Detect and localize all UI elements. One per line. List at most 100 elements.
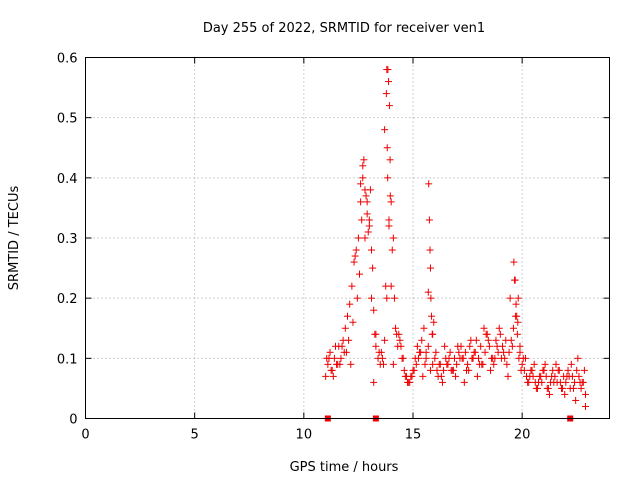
x-tick-label: 20	[514, 428, 531, 443]
data-point	[401, 372, 409, 380]
data-point	[419, 372, 427, 380]
data-point	[497, 354, 505, 362]
data-point	[466, 342, 474, 350]
data-point	[513, 312, 521, 320]
data-point	[385, 78, 393, 86]
data-point	[477, 342, 485, 350]
data-point	[563, 372, 571, 380]
data-point	[382, 90, 390, 98]
data-point	[485, 342, 493, 350]
x-tick-label: 15	[405, 428, 422, 443]
data-point	[381, 336, 389, 344]
data-point	[512, 300, 520, 308]
data-point	[377, 348, 385, 356]
data-point	[348, 282, 356, 290]
data-points	[322, 66, 589, 422]
data-point	[482, 330, 490, 338]
data-point	[539, 366, 547, 374]
data-point	[480, 324, 488, 332]
y-tick-label: 0	[69, 413, 77, 428]
data-point	[383, 66, 391, 74]
y-axis-label: SRMTID / TECUs	[7, 186, 22, 291]
data-point	[393, 330, 401, 338]
data-point	[541, 360, 549, 368]
data-point	[358, 216, 366, 224]
data-point	[461, 348, 469, 356]
data-point	[518, 360, 526, 368]
data-point	[426, 264, 434, 272]
data-point	[510, 258, 518, 266]
data-point	[509, 324, 517, 332]
data-point	[341, 324, 349, 332]
data-point	[478, 360, 486, 368]
data-point	[408, 372, 416, 380]
data-point	[396, 336, 404, 344]
data-point	[383, 294, 391, 302]
data-point	[424, 288, 432, 296]
data-point	[516, 342, 524, 350]
data-point	[438, 378, 446, 386]
data-point	[385, 222, 393, 230]
data-point	[370, 306, 378, 314]
data-point	[324, 360, 332, 368]
data-point	[425, 216, 433, 224]
data-point	[481, 348, 489, 356]
data-point	[349, 318, 357, 326]
data-point	[580, 366, 588, 374]
data-point	[414, 354, 422, 362]
data-point	[564, 366, 572, 374]
data-point	[354, 234, 362, 242]
data-point	[500, 348, 508, 356]
data-point	[496, 330, 504, 338]
data-point	[424, 342, 432, 350]
data-point	[368, 294, 376, 302]
data-point	[545, 390, 553, 398]
data-point	[344, 312, 351, 320]
y-tick-label: 0.1	[57, 352, 78, 367]
data-point	[577, 384, 585, 392]
data-point	[503, 360, 511, 368]
data-point	[511, 276, 519, 284]
data-point	[351, 252, 359, 260]
data-point	[447, 366, 455, 374]
data-point	[347, 360, 355, 368]
data-point	[352, 246, 360, 254]
data-point	[506, 294, 514, 302]
data-point	[572, 396, 580, 404]
data-point	[426, 246, 434, 254]
data-point	[372, 342, 380, 350]
data-point	[386, 156, 394, 164]
data-point	[445, 354, 453, 362]
data-point	[556, 378, 564, 386]
data-point	[554, 366, 562, 374]
data-point	[337, 354, 345, 362]
data-point	[363, 210, 371, 218]
data-point	[465, 366, 473, 374]
data-point	[467, 336, 475, 344]
data-point	[385, 102, 393, 110]
data-point	[428, 312, 436, 320]
data-point	[392, 324, 400, 332]
data-point	[360, 156, 368, 164]
data-point	[389, 360, 397, 368]
data-point	[492, 336, 500, 344]
data-point	[357, 180, 365, 188]
data-point	[372, 330, 380, 338]
data-point	[362, 192, 370, 200]
data-point	[325, 354, 333, 362]
x-tick-label: 0	[81, 428, 89, 443]
data-point	[548, 372, 556, 380]
data-point	[456, 354, 464, 362]
data-point	[508, 342, 516, 350]
data-point	[350, 258, 358, 266]
data-point	[487, 366, 495, 374]
data-point	[363, 198, 371, 206]
data-point	[573, 366, 581, 374]
data-point	[397, 342, 405, 350]
data-point	[452, 372, 460, 380]
data-point	[535, 378, 543, 386]
data-point	[440, 366, 448, 374]
data-point	[576, 378, 584, 386]
data-point	[338, 342, 346, 350]
